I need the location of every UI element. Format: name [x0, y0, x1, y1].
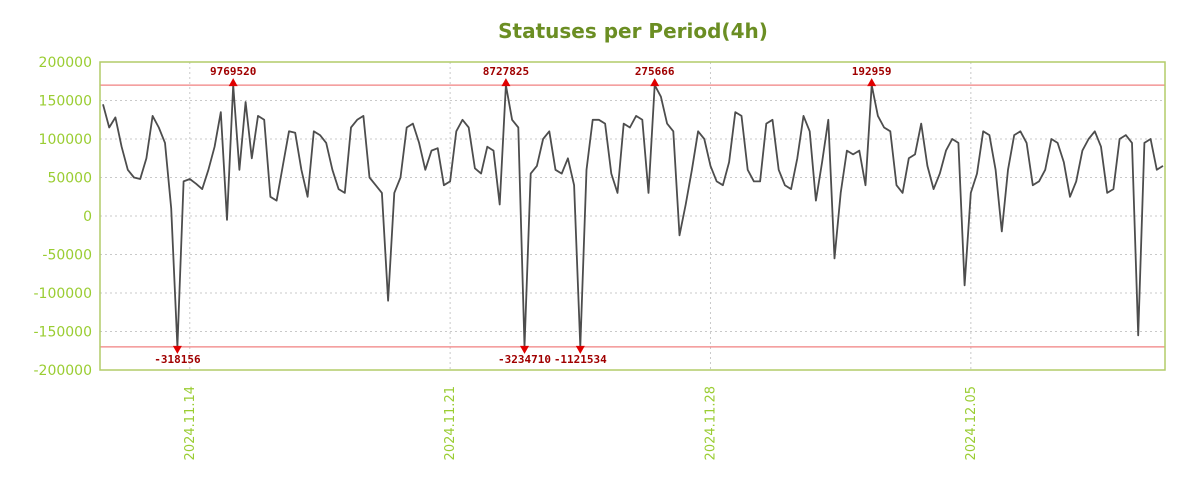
marker-triangle-up-icon [650, 78, 660, 87]
marker-triangle-down-icon [172, 345, 182, 354]
y-axis-label: 0 [83, 209, 92, 225]
x-axis-label: 2024.11.21 [443, 386, 458, 460]
y-axis-label: 50000 [47, 171, 92, 187]
x-axis-label: 2024.11.28 [703, 386, 718, 460]
marker-triangle-up-icon [501, 78, 511, 87]
x-axis-label: 2024.12.05 [964, 386, 979, 460]
plot-border [99, 61, 1166, 371]
marker-label: 9769520 [210, 65, 256, 78]
marker-triangle-down-icon [520, 345, 530, 354]
marker-label: -3234710 [498, 353, 551, 366]
marker-label: 192959 [852, 65, 892, 78]
marker-label: -318156 [154, 353, 201, 366]
marker-label: -1121534 [554, 353, 607, 366]
marker-triangle-up-icon [228, 78, 238, 87]
marker-triangle-up-icon [867, 78, 877, 87]
marker-label: 275666 [635, 65, 675, 78]
y-axis-label: -150000 [34, 325, 93, 341]
y-axis-label: 150000 [39, 94, 92, 110]
y-axis-label: -50000 [42, 248, 92, 264]
marker-triangle-down-icon [575, 345, 585, 354]
x-axis-label: 2024.11.14 [183, 386, 198, 460]
chart-title: Statuses per Period(4h) [498, 19, 768, 43]
y-axis-label: 100000 [39, 132, 92, 148]
marker-label: 8727825 [483, 65, 529, 78]
plot-layer: 200000 150000 100000 50000 0 -50000 -100000 -15… [34, 55, 1166, 460]
y-axis-label: -100000 [34, 286, 93, 302]
y-axis-label: 200000 [39, 55, 92, 71]
y-axis-label: -200000 [34, 363, 93, 379]
series-line [102, 84, 1164, 348]
